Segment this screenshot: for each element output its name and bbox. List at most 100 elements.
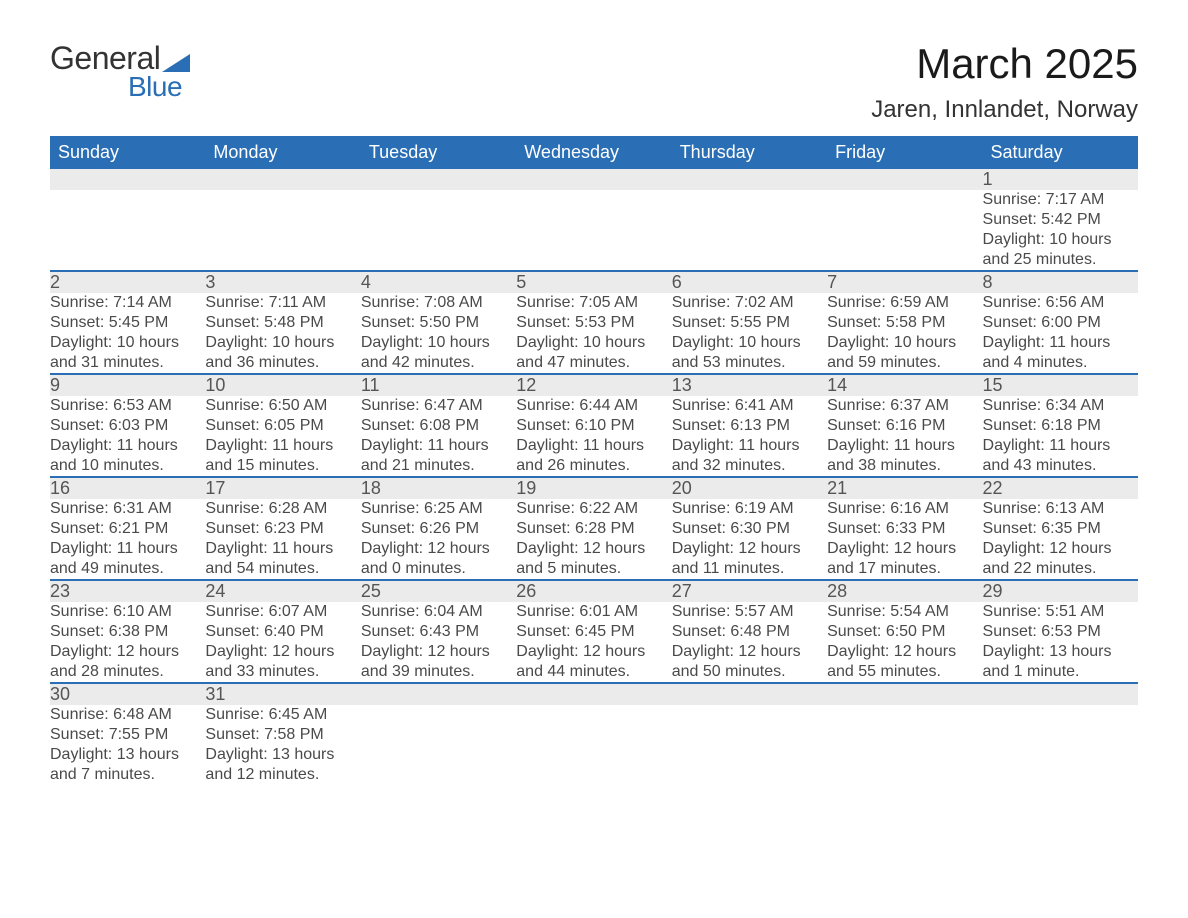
- daylight-text-2: and 43 minutes.: [983, 456, 1138, 476]
- sunset-text: Sunset: 6:45 PM: [516, 622, 671, 642]
- day-detail-cell: [50, 190, 205, 271]
- daylight-text-1: Daylight: 10 hours: [983, 230, 1138, 250]
- day-detail-cell: Sunrise: 5:54 AMSunset: 6:50 PMDaylight:…: [827, 602, 982, 683]
- sunrise-text: Sunrise: 5:57 AM: [672, 602, 827, 622]
- sunrise-text: Sunrise: 6:50 AM: [205, 396, 360, 416]
- day-number-cell: 27: [672, 580, 827, 602]
- sunset-text: Sunset: 5:42 PM: [983, 210, 1138, 230]
- sunrise-text: Sunrise: 6:47 AM: [361, 396, 516, 416]
- day-number-cell: [361, 169, 516, 190]
- daylight-text-1: Daylight: 10 hours: [516, 333, 671, 353]
- daylight-text-1: Daylight: 12 hours: [50, 642, 205, 662]
- day-detail-cell: [205, 190, 360, 271]
- day-number-cell: 11: [361, 374, 516, 396]
- day-detail-cell: Sunrise: 7:08 AMSunset: 5:50 PMDaylight:…: [361, 293, 516, 374]
- sunrise-text: Sunrise: 6:41 AM: [672, 396, 827, 416]
- day-detail-cell: [827, 705, 982, 785]
- week-detail-row: Sunrise: 7:17 AMSunset: 5:42 PMDaylight:…: [50, 190, 1138, 271]
- daylight-text-1: Daylight: 11 hours: [205, 436, 360, 456]
- day-detail-cell: [827, 190, 982, 271]
- sunrise-text: Sunrise: 6:07 AM: [205, 602, 360, 622]
- daylight-text-2: and 39 minutes.: [361, 662, 516, 682]
- month-title: March 2025: [871, 40, 1138, 88]
- sunset-text: Sunset: 6:48 PM: [672, 622, 827, 642]
- daylight-text-1: Daylight: 12 hours: [827, 642, 982, 662]
- day-detail-cell: Sunrise: 6:45 AMSunset: 7:58 PMDaylight:…: [205, 705, 360, 785]
- sunset-text: Sunset: 6:38 PM: [50, 622, 205, 642]
- daylight-text-2: and 0 minutes.: [361, 559, 516, 579]
- sunrise-text: Sunrise: 7:14 AM: [50, 293, 205, 313]
- week-detail-row: Sunrise: 6:10 AMSunset: 6:38 PMDaylight:…: [50, 602, 1138, 683]
- sunrise-text: Sunrise: 6:37 AM: [827, 396, 982, 416]
- daylight-text-2: and 21 minutes.: [361, 456, 516, 476]
- daylight-text-1: Daylight: 11 hours: [983, 333, 1138, 353]
- week-number-row: 1: [50, 169, 1138, 190]
- sunrise-text: Sunrise: 6:22 AM: [516, 499, 671, 519]
- daylight-text-2: and 55 minutes.: [827, 662, 982, 682]
- daylight-text-1: Daylight: 12 hours: [516, 539, 671, 559]
- header-row: Sunday Monday Tuesday Wednesday Thursday…: [50, 136, 1138, 169]
- week-number-row: 23242526272829: [50, 580, 1138, 602]
- daylight-text-1: Daylight: 12 hours: [361, 539, 516, 559]
- day-detail-cell: [361, 190, 516, 271]
- daylight-text-1: Daylight: 11 hours: [672, 436, 827, 456]
- day-detail-cell: [672, 705, 827, 785]
- sunrise-text: Sunrise: 5:54 AM: [827, 602, 982, 622]
- day-number-cell: 10: [205, 374, 360, 396]
- daylight-text-1: Daylight: 13 hours: [205, 745, 360, 765]
- sunrise-text: Sunrise: 7:05 AM: [516, 293, 671, 313]
- sunrise-text: Sunrise: 6:28 AM: [205, 499, 360, 519]
- sunset-text: Sunset: 6:18 PM: [983, 416, 1138, 436]
- day-detail-cell: Sunrise: 6:48 AMSunset: 7:55 PMDaylight:…: [50, 705, 205, 785]
- sunset-text: Sunset: 6:28 PM: [516, 519, 671, 539]
- day-number-cell: 18: [361, 477, 516, 499]
- daylight-text-1: Daylight: 11 hours: [50, 539, 205, 559]
- day-detail-cell: Sunrise: 6:16 AMSunset: 6:33 PMDaylight:…: [827, 499, 982, 580]
- day-detail-cell: Sunrise: 5:57 AMSunset: 6:48 PMDaylight:…: [672, 602, 827, 683]
- daylight-text-1: Daylight: 12 hours: [205, 642, 360, 662]
- daylight-text-2: and 54 minutes.: [205, 559, 360, 579]
- day-number-cell: 8: [983, 271, 1138, 293]
- day-number-cell: 23: [50, 580, 205, 602]
- daylight-text-1: Daylight: 13 hours: [50, 745, 205, 765]
- day-detail-cell: Sunrise: 6:25 AMSunset: 6:26 PMDaylight:…: [361, 499, 516, 580]
- daylight-text-2: and 47 minutes.: [516, 353, 671, 373]
- daylight-text-1: Daylight: 12 hours: [672, 642, 827, 662]
- day-number-cell: 12: [516, 374, 671, 396]
- sunset-text: Sunset: 6:43 PM: [361, 622, 516, 642]
- sunrise-text: Sunrise: 7:08 AM: [361, 293, 516, 313]
- week-number-row: 16171819202122: [50, 477, 1138, 499]
- day-number-cell: 14: [827, 374, 982, 396]
- day-detail-cell: Sunrise: 7:02 AMSunset: 5:55 PMDaylight:…: [672, 293, 827, 374]
- day-number-cell: [672, 169, 827, 190]
- daylight-text-1: Daylight: 12 hours: [361, 642, 516, 662]
- day-detail-cell: Sunrise: 6:34 AMSunset: 6:18 PMDaylight:…: [983, 396, 1138, 477]
- day-detail-cell: Sunrise: 6:59 AMSunset: 5:58 PMDaylight:…: [827, 293, 982, 374]
- daylight-text-2: and 50 minutes.: [672, 662, 827, 682]
- week-detail-row: Sunrise: 6:53 AMSunset: 6:03 PMDaylight:…: [50, 396, 1138, 477]
- calendar-body: 1Sunrise: 7:17 AMSunset: 5:42 PMDaylight…: [50, 169, 1138, 785]
- sunrise-text: Sunrise: 5:51 AM: [983, 602, 1138, 622]
- day-number-cell: [361, 683, 516, 705]
- logo: General Blue: [50, 40, 190, 103]
- week-number-row: 9101112131415: [50, 374, 1138, 396]
- location: Jaren, Innlandet, Norway: [871, 96, 1138, 124]
- sunset-text: Sunset: 6:16 PM: [827, 416, 982, 436]
- daylight-text-1: Daylight: 11 hours: [361, 436, 516, 456]
- daylight-text-1: Daylight: 11 hours: [205, 539, 360, 559]
- day-detail-cell: Sunrise: 6:37 AMSunset: 6:16 PMDaylight:…: [827, 396, 982, 477]
- sunset-text: Sunset: 6:30 PM: [672, 519, 827, 539]
- day-detail-cell: Sunrise: 6:19 AMSunset: 6:30 PMDaylight:…: [672, 499, 827, 580]
- sunset-text: Sunset: 6:10 PM: [516, 416, 671, 436]
- sunrise-text: Sunrise: 6:34 AM: [983, 396, 1138, 416]
- sunrise-text: Sunrise: 7:11 AM: [205, 293, 360, 313]
- day-detail-cell: Sunrise: 6:10 AMSunset: 6:38 PMDaylight:…: [50, 602, 205, 683]
- day-detail-cell: Sunrise: 6:53 AMSunset: 6:03 PMDaylight:…: [50, 396, 205, 477]
- daylight-text-2: and 7 minutes.: [50, 765, 205, 785]
- daylight-text-2: and 28 minutes.: [50, 662, 205, 682]
- sunset-text: Sunset: 6:40 PM: [205, 622, 360, 642]
- day-number-cell: [827, 169, 982, 190]
- sunset-text: Sunset: 6:08 PM: [361, 416, 516, 436]
- daylight-text-2: and 36 minutes.: [205, 353, 360, 373]
- sunset-text: Sunset: 5:55 PM: [672, 313, 827, 333]
